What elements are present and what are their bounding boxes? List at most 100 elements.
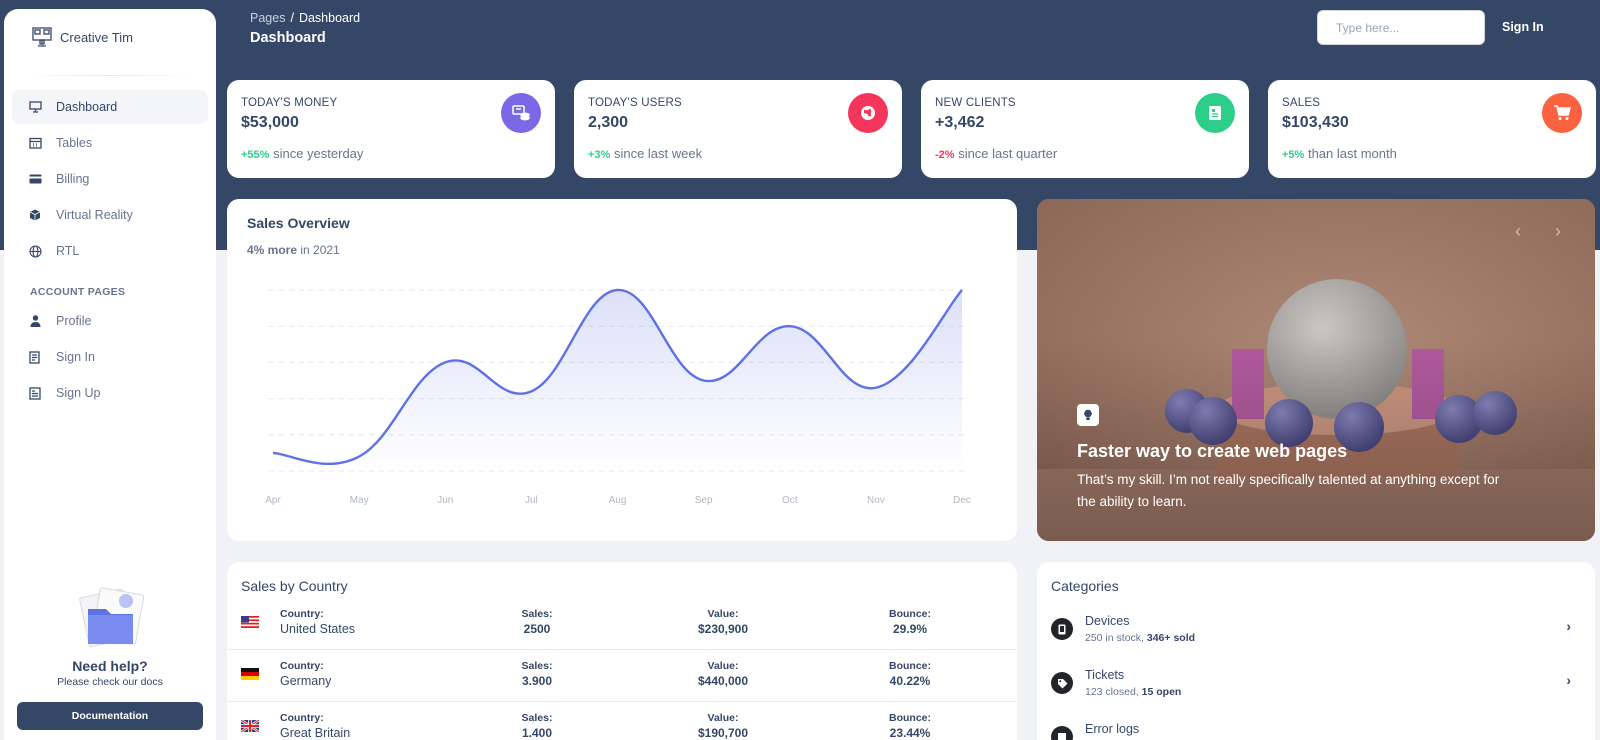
category-detail-strong: 346+ sold xyxy=(1146,632,1196,644)
chart-line xyxy=(272,288,963,466)
chart-x-tick-label: Oct xyxy=(782,495,798,506)
flag-de-icon xyxy=(241,668,259,680)
breadcrumb: Pages / Dashboard xyxy=(250,11,360,25)
table-row[interactable]: Country: Germany Sales: 3.900 Value: $440,0… xyxy=(227,650,1017,702)
value-label: Value: xyxy=(707,712,739,724)
sidebar-item-label: Profile xyxy=(56,314,92,328)
country-cell: Country: Great Britain xyxy=(280,712,350,740)
help-title: Need help? xyxy=(72,658,148,674)
chevron-right-icon[interactable]: › xyxy=(1566,672,1571,688)
category-name: Error logs xyxy=(1085,722,1140,736)
stat-value: $103,430 xyxy=(1282,114,1349,131)
sidebar-item-label: Billing xyxy=(56,172,90,186)
sidebar-item-sign-in[interactable]: Sign In xyxy=(12,340,208,374)
search-input[interactable] xyxy=(1317,10,1485,45)
category-detail-text: 123 closed, xyxy=(1085,686,1139,698)
bounce-value: 23.44% xyxy=(889,726,931,740)
growth-percent: 4% more xyxy=(247,243,298,257)
tag-icon xyxy=(1051,672,1073,694)
flag-gb-icon xyxy=(241,720,259,732)
help-subtitle: Please check our docs xyxy=(57,676,163,688)
sales-cell: Sales: 1.400 xyxy=(477,712,597,740)
sidebar-item-dashboard[interactable]: Dashboard xyxy=(12,90,208,124)
sales-value: 2500 xyxy=(523,622,551,636)
sidebar-item-profile[interactable]: Profile xyxy=(12,304,208,338)
country-label: Country: xyxy=(280,660,324,672)
sales-overview-title: Sales Overview xyxy=(247,215,350,231)
categories-title: Categories xyxy=(1051,578,1119,594)
stat-change-note: than last month xyxy=(1307,146,1397,161)
stat-change-note: since last quarter xyxy=(958,146,1058,161)
carousel[interactable]: ‹ › Faster way to create web pages That’… xyxy=(1037,199,1595,541)
cube-icon xyxy=(28,208,42,222)
category-item-devices[interactable]: Devices 250 in stock, 346+ sold › xyxy=(1051,610,1571,650)
stat-change-note: since last week xyxy=(613,146,703,161)
chart-x-tick-label: Aug xyxy=(609,495,627,506)
breadcrumb-current: Dashboard xyxy=(298,11,361,25)
folder-docs-icon xyxy=(79,587,145,648)
chart-x-tick-label: Jun xyxy=(437,495,453,506)
sales-label: Sales: xyxy=(521,608,553,620)
value-amount: $230,900 xyxy=(697,622,749,636)
world-icon xyxy=(848,93,888,133)
bounce-label: Bounce: xyxy=(889,712,931,724)
country-label: Country: xyxy=(280,608,324,620)
carousel-next-button[interactable]: › xyxy=(1555,221,1561,241)
chart-x-tick-label: Apr xyxy=(265,495,281,506)
country-label: Country: xyxy=(280,712,324,724)
sidebar-item-tables[interactable]: Tables xyxy=(12,126,208,160)
brand[interactable]: Creative Tim xyxy=(4,9,216,65)
user-icon xyxy=(28,314,42,328)
sidebar-item-billing[interactable]: Billing xyxy=(12,162,208,196)
sidebar: Creative Tim Dashboard Tables Billing Vi… xyxy=(4,9,216,740)
stat-value: $53,000 xyxy=(241,114,299,131)
value-cell: Value: $190,700 xyxy=(663,712,783,740)
globe-icon xyxy=(28,244,42,258)
money-coins-icon xyxy=(501,93,541,133)
sign-in-link[interactable]: Sign In xyxy=(1502,20,1544,34)
carousel-text: That’s my skill. I’m not really specific… xyxy=(1077,472,1500,509)
sales-cell: Sales: 2500 xyxy=(477,608,597,636)
table-row[interactable]: Country: Great Britain Sales: 1.400 Value:… xyxy=(227,702,1017,740)
sidebar-item-rtl[interactable]: RTL xyxy=(12,234,208,268)
stat-label: TODAY'S MONEY xyxy=(241,97,338,109)
chevron-right-icon[interactable]: › xyxy=(1566,618,1571,634)
sales-overview-card: Sales Overview 4% more in 2021 Apr May Jun… xyxy=(227,199,1017,541)
sidebar-item-sign-up[interactable]: Sign Up xyxy=(12,376,208,410)
phone-icon xyxy=(1051,618,1073,640)
stat-label: NEW CLIENTS xyxy=(935,97,1016,109)
sales-label: Sales: xyxy=(521,712,553,724)
page-title: Dashboard xyxy=(250,30,326,46)
sales-value: 1.400 xyxy=(521,726,553,740)
documentation-button[interactable]: Documentation xyxy=(17,702,203,730)
value-cell: Value: $440,000 xyxy=(663,660,783,688)
value-label: Value: xyxy=(707,660,739,672)
stat-change: +55% since yesterday xyxy=(241,146,363,161)
sales-by-country-card: Sales by Country Country: United States S… xyxy=(227,562,1017,740)
value-amount: $440,000 xyxy=(697,674,749,688)
document-icon xyxy=(28,350,42,364)
stat-card-clients: NEW CLIENTS +3,462 -2% since last quarte… xyxy=(921,80,1249,178)
sales-line-chart[interactable]: Apr May Jun Jul Aug Sep Oct Nov Dec xyxy=(227,199,1017,541)
chart-x-tick-label: Dec xyxy=(953,495,971,506)
category-detail-text: 250 in stock, xyxy=(1085,632,1144,644)
table-row[interactable]: Country: United States Sales: 2500 Value: $… xyxy=(227,598,1017,650)
cart-icon xyxy=(1542,93,1582,133)
brand-divider xyxy=(24,75,196,76)
chart-x-tick-label: Sep xyxy=(695,495,713,506)
breadcrumb-root[interactable]: Pages xyxy=(250,11,286,25)
brand-logo-icon xyxy=(32,27,52,47)
category-details: 250 in stock, 346+ sold xyxy=(1085,632,1195,644)
sidebar-item-label: RTL xyxy=(56,244,80,258)
category-name: Tickets xyxy=(1085,668,1125,682)
sidebar-item-virtual-reality[interactable]: Virtual Reality xyxy=(12,198,208,232)
stat-change-percent: +5% xyxy=(1282,149,1305,161)
sales-value: 3.900 xyxy=(521,674,553,688)
category-item-tickets[interactable]: Tickets 123 closed, 15 open › xyxy=(1051,664,1571,704)
rocket-icon xyxy=(28,386,42,400)
sidebar-item-label: Virtual Reality xyxy=(56,208,133,222)
value-amount: $190,700 xyxy=(697,726,749,740)
carousel-prev-button[interactable]: ‹ xyxy=(1515,221,1521,241)
sidebar-item-label: Tables xyxy=(56,136,93,150)
category-item-error-logs[interactable]: Error logs xyxy=(1051,718,1571,740)
